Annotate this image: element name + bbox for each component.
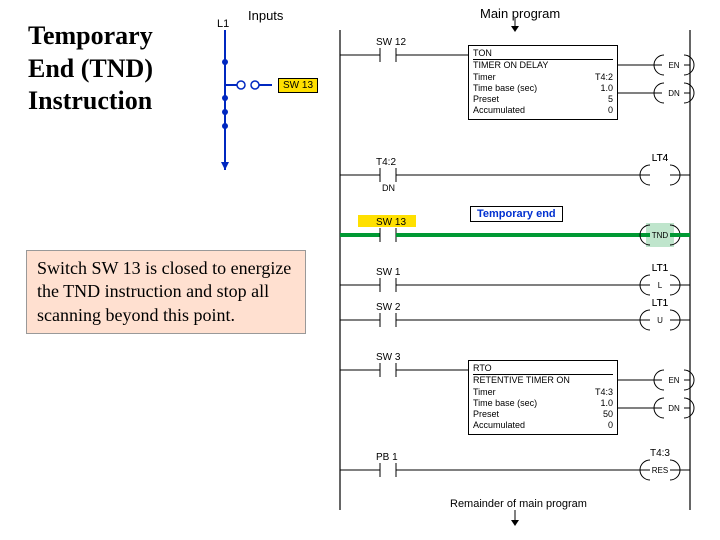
svg-text:DN: DN bbox=[668, 404, 680, 413]
svg-text:SW 3: SW 3 bbox=[376, 352, 401, 363]
instruction-block: TONTIMER ON DELAYTimerT4:2Time base (sec… bbox=[468, 45, 618, 120]
svg-text:TND: TND bbox=[652, 231, 669, 240]
svg-text:DN: DN bbox=[668, 89, 680, 98]
svg-text:SW 1: SW 1 bbox=[376, 267, 401, 278]
svg-text:T4:3: T4:3 bbox=[650, 448, 670, 459]
svg-text:L: L bbox=[658, 281, 663, 290]
svg-text:SW 2: SW 2 bbox=[376, 302, 401, 313]
svg-text:SW 13: SW 13 bbox=[376, 217, 406, 228]
svg-text:LT4: LT4 bbox=[652, 153, 669, 164]
svg-text:SW 12: SW 12 bbox=[376, 37, 406, 48]
svg-text:LT1: LT1 bbox=[652, 298, 669, 309]
svg-text:T4:2: T4:2 bbox=[376, 157, 396, 168]
svg-text:U: U bbox=[657, 316, 663, 325]
svg-text:LT1: LT1 bbox=[652, 263, 669, 274]
svg-text:EN: EN bbox=[668, 61, 679, 70]
svg-text:EN: EN bbox=[668, 376, 679, 385]
svg-text:RES: RES bbox=[652, 466, 668, 475]
instruction-block: RTORETENTIVE TIMER ONTimerT4:3Time base … bbox=[468, 360, 618, 435]
svg-text:PB 1: PB 1 bbox=[376, 452, 398, 463]
svg-text:DN: DN bbox=[382, 183, 395, 193]
